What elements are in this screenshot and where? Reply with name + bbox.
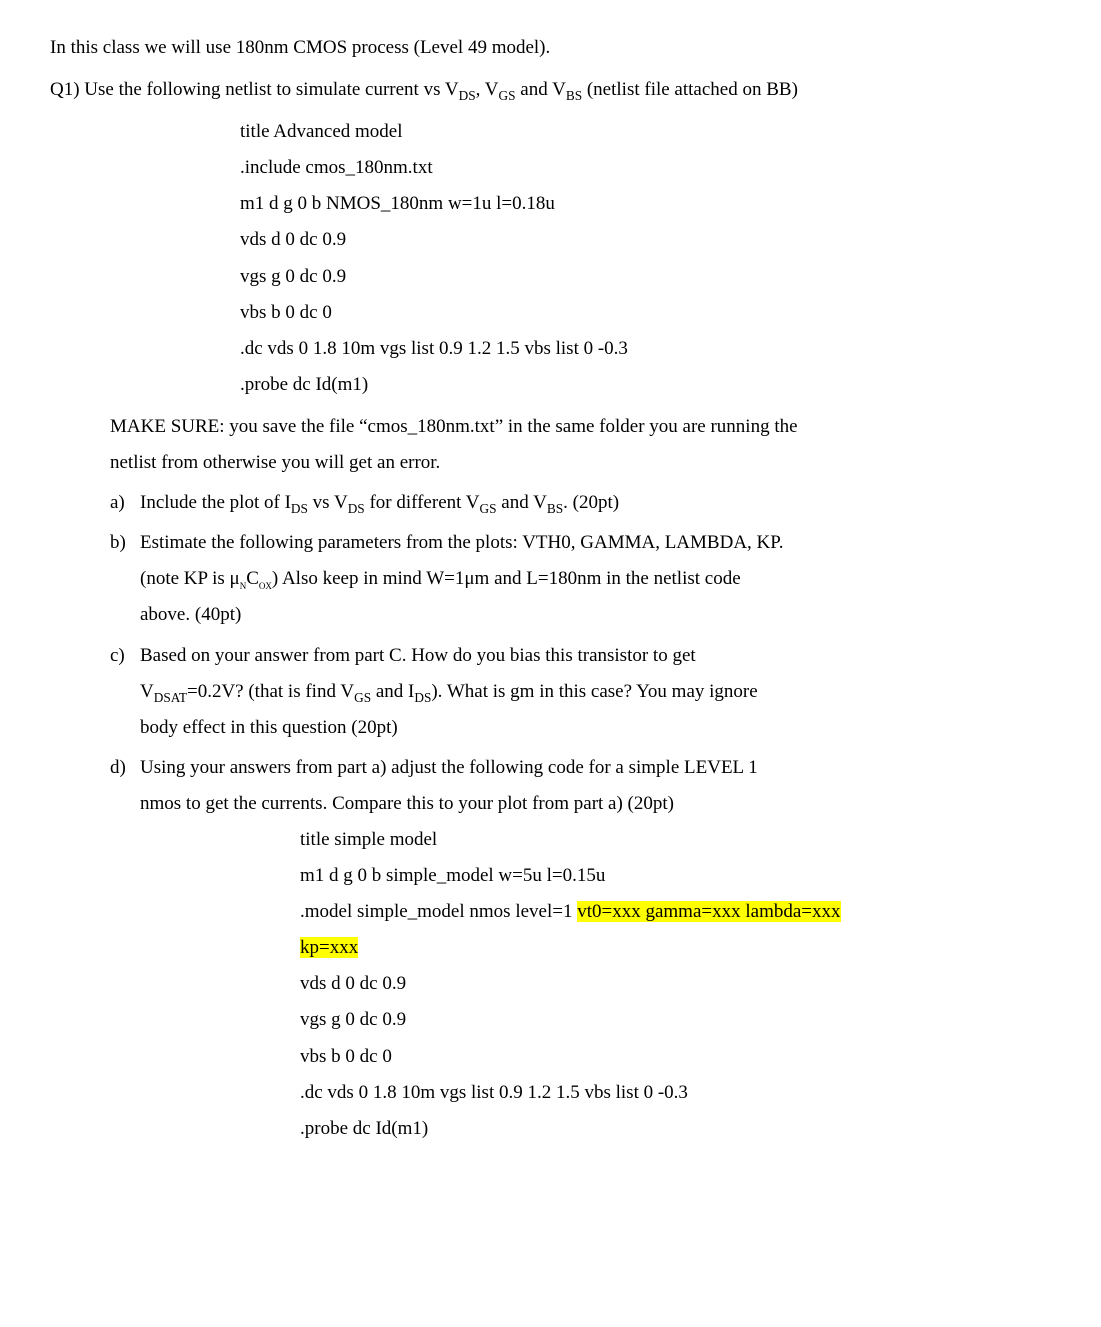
netlist1-line: vgs g 0 dc 0.9: [240, 259, 1051, 295]
part-d-marker: d): [110, 750, 126, 786]
netlist1-line: vds d 0 dc 0.9: [240, 222, 1051, 258]
netlist1-line: .include cmos_180nm.txt: [240, 150, 1051, 186]
pd-l2: nmos to get the currents. Compare this t…: [140, 786, 1051, 822]
pa-t1: Include the plot of I: [140, 492, 291, 513]
pc-l2s1: DSAT: [154, 689, 187, 704]
pd-l1: Using your answers from part a) adjust t…: [140, 750, 1051, 786]
pa-t4: and V: [497, 492, 547, 513]
pb-l2: (note KP is μnCox) Also keep in mind W=1…: [140, 561, 1051, 597]
pc-l2c: and I: [371, 681, 414, 702]
netlist2-line: .dc vds 0 1.8 10m vgs list 0.9 1.2 1.5 v…: [300, 1075, 1051, 1111]
netlist2-line: .probe dc Id(m1): [300, 1111, 1051, 1147]
part-a-marker: a): [110, 485, 125, 521]
part-c-marker: c): [110, 638, 125, 674]
pc-l2s3: DS: [414, 689, 431, 704]
pa-s3: GS: [480, 501, 497, 516]
nl2-l3a: .model simple_model nmos level=1: [300, 901, 577, 922]
part-c: c) Based on your answer from part C. How…: [110, 638, 1051, 746]
part-b: b) Estimate the following parameters fro…: [110, 525, 1051, 633]
pb-l2b: C: [246, 568, 259, 589]
netlist1-line: .dc vds 0 1.8 10m vgs list 0.9 1.2 1.5 v…: [240, 331, 1051, 367]
q1-sub-ds: DS: [459, 88, 476, 103]
netlist2-line: vbs b 0 dc 0: [300, 1039, 1051, 1075]
pc-l1: Based on your answer from part C. How do…: [140, 638, 1051, 674]
netlist1-line: m1 d g 0 b NMOS_180nm w=1u l=0.18u: [240, 186, 1051, 222]
pb-l2s2: ox: [259, 577, 272, 592]
part-b-marker: b): [110, 525, 126, 561]
q1-text-suffix: (netlist file attached on BB): [582, 79, 798, 100]
pa-s2: DS: [348, 501, 365, 516]
pb-l2c: ) Also keep in mind W=1μm and L=180nm in…: [272, 568, 741, 589]
pb-l3: above. (40pt): [140, 597, 1051, 633]
part-a: a) Include the plot of IDS vs VDS for di…: [110, 485, 1051, 521]
q1-text-prefix: Q1) Use the following netlist to simulat…: [50, 79, 459, 100]
question-q1: Q1) Use the following netlist to simulat…: [50, 72, 1051, 108]
pb-l1: Estimate the following parameters from t…: [140, 525, 1051, 561]
pa-t3: for different V: [365, 492, 480, 513]
pa-s1: DS: [291, 501, 308, 516]
pc-l2b: =0.2V? (that is find V: [187, 681, 354, 702]
pa-t5: . (20pt): [563, 492, 619, 513]
netlist2-block: title simple model m1 d g 0 b simple_mod…: [300, 822, 1051, 1147]
pc-l2s2: GS: [354, 689, 371, 704]
pc-l2a: V: [140, 681, 154, 702]
netlist1-block: title Advanced model .include cmos_180nm…: [240, 114, 1051, 403]
q1-sub-bs: BS: [566, 88, 582, 103]
q1-sub-gs: GS: [499, 88, 516, 103]
pc-l2d: ). What is gm in this case? You may igno…: [431, 681, 757, 702]
q1-text-mid1: , V: [476, 79, 499, 100]
netlist1-line: .probe dc Id(m1): [240, 367, 1051, 403]
q1-text-mid2: and V: [516, 79, 566, 100]
pa-s4: BS: [547, 501, 563, 516]
pc-l3: body effect in this question (20pt): [140, 710, 1051, 746]
nl2-l4-highlight: kp=xxx: [300, 937, 358, 958]
parts-list: a) Include the plot of IDS vs VDS for di…: [110, 485, 1051, 1147]
pc-l2: VDSAT=0.2V? (that is find VGS and IDS). …: [140, 674, 1051, 710]
netlist1-line: title Advanced model: [240, 114, 1051, 150]
netlist1-line: vbs b 0 dc 0: [240, 295, 1051, 331]
part-d: d) Using your answers from part a) adjus…: [110, 750, 1051, 1147]
makesure-line2: netlist from otherwise you will get an e…: [110, 445, 1051, 481]
pb-l2a: (note KP is μ: [140, 568, 240, 589]
netlist2-line-kp: kp=xxx: [300, 930, 1051, 966]
netlist2-line: m1 d g 0 b simple_model w=5u l=0.15u: [300, 858, 1051, 894]
intro-line: In this class we will use 180nm CMOS pro…: [50, 30, 1051, 66]
netlist2-line: vgs g 0 dc 0.9: [300, 1002, 1051, 1038]
nl2-l3b-highlight: vt0=xxx gamma=xxx lambda=xxx: [577, 901, 840, 922]
makesure-line1: MAKE SURE: you save the file “cmos_180nm…: [110, 409, 1051, 445]
make-sure-note: MAKE SURE: you save the file “cmos_180nm…: [110, 409, 1051, 481]
pa-t2: vs V: [308, 492, 348, 513]
netlist2-line: vds d 0 dc 0.9: [300, 966, 1051, 1002]
netlist2-line: title simple model: [300, 822, 1051, 858]
netlist2-line-model: .model simple_model nmos level=1 vt0=xxx…: [300, 894, 1051, 930]
